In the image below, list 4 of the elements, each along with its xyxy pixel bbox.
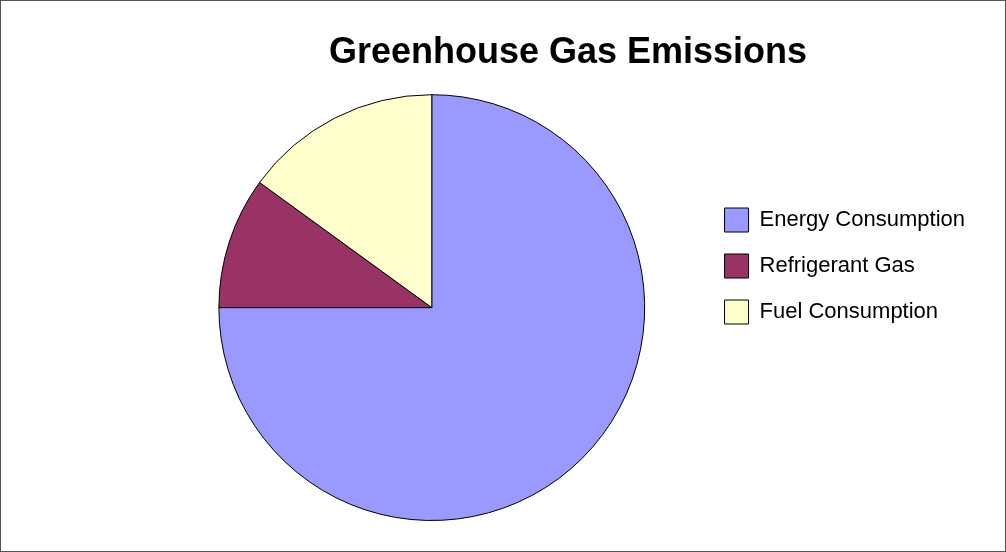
chart-title: Greenhouse Gas Emissions xyxy=(328,29,808,71)
legend-label: Energy Consumption xyxy=(759,206,966,232)
legend-label: Refrigerant Gas xyxy=(759,252,915,278)
legend-label: Fuel Consumption xyxy=(759,298,939,324)
